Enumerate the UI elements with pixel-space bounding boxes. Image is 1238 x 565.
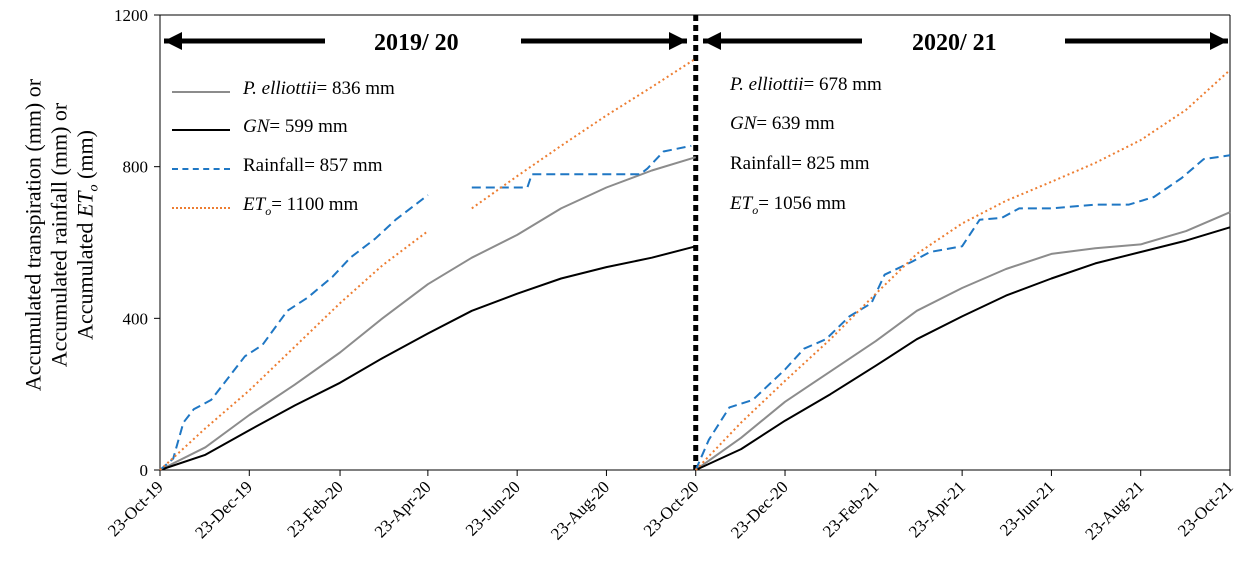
x-tick-label-4: 23-Jun-20 bbox=[462, 477, 524, 539]
period-label-2019-20: 2019/ 20 bbox=[374, 30, 459, 56]
legend-swatch-eto bbox=[172, 207, 230, 209]
series-eto-panel-1-seg-2 bbox=[471, 57, 697, 210]
legend-swatch-gn bbox=[172, 129, 230, 131]
legend-entry-rainfall: Rainfall= 857 mm bbox=[243, 155, 383, 176]
series-eto-panel-1-seg-1 bbox=[159, 230, 429, 471]
arrow-2019-right-head bbox=[669, 32, 687, 50]
x-tick-label-0: 23-Oct-19 bbox=[104, 477, 167, 540]
x-tick-label-10: 23-Jun-21 bbox=[996, 477, 1058, 539]
legend2-entry-gn: GN= 639 mm bbox=[730, 113, 835, 134]
legend-entry-eto: ETo= 1100 mm bbox=[243, 194, 359, 218]
arrow-2020-left-head bbox=[703, 32, 721, 50]
y-tick-label-0: 0 bbox=[140, 461, 149, 480]
legend-entry-p-elliottii: P. elliottii= 836 mm bbox=[243, 78, 395, 99]
x-tick-label-7: 23-Dec-20 bbox=[727, 477, 792, 542]
y-tick-label-3: 1200 bbox=[114, 6, 148, 25]
series-rainfall-panel-1-seg-1 bbox=[159, 194, 429, 471]
series-gn-panel-1-seg-1 bbox=[159, 245, 696, 471]
legend-swatch-rainfall bbox=[172, 168, 230, 170]
legend-entry-gn: GN= 599 mm bbox=[243, 116, 348, 137]
x-tick-label-1: 23-Dec-19 bbox=[191, 477, 256, 542]
x-tick-label-5: 23-Aug-20 bbox=[547, 477, 613, 543]
x-tick-label-3: 23-Apr-20 bbox=[371, 477, 435, 541]
legend2-entry-rainfall: Rainfall= 825 mm bbox=[730, 153, 870, 174]
x-tick-label-2: 23-Feb-20 bbox=[283, 477, 347, 541]
period-label-2020-21: 2020/ 21 bbox=[912, 30, 997, 56]
series-rainfall-panel-1-seg-2 bbox=[471, 144, 692, 189]
y-tick-label-2: 800 bbox=[123, 158, 149, 177]
x-tick-label-6: 23-Oct-20 bbox=[640, 477, 703, 540]
x-tick-label-12: 23-Oct-21 bbox=[1174, 477, 1237, 540]
series-gn-panel-2-seg-1 bbox=[695, 226, 1231, 471]
x-tick-label-9: 23-Apr-21 bbox=[905, 477, 969, 541]
legend2-entry-eto: ETo= 1056 mm bbox=[730, 193, 846, 217]
x-tick-label-11: 23-Aug-21 bbox=[1081, 477, 1147, 543]
arrow-2020-right-head bbox=[1210, 32, 1228, 50]
x-tick-label-8: 23-Feb-21 bbox=[819, 477, 883, 541]
y-tick-label-1: 400 bbox=[123, 309, 149, 328]
arrow-2019-left-head bbox=[164, 32, 182, 50]
series-p-elliottii-panel-1-seg-1 bbox=[159, 156, 696, 471]
legend2-entry-p-elliottii: P. elliottii= 678 mm bbox=[730, 74, 882, 95]
legend-swatch-p-elliottii bbox=[172, 91, 230, 93]
series-eto-panel-2-seg-1 bbox=[694, 69, 1231, 471]
series-p-elliottii-panel-2-seg-1 bbox=[695, 211, 1231, 471]
